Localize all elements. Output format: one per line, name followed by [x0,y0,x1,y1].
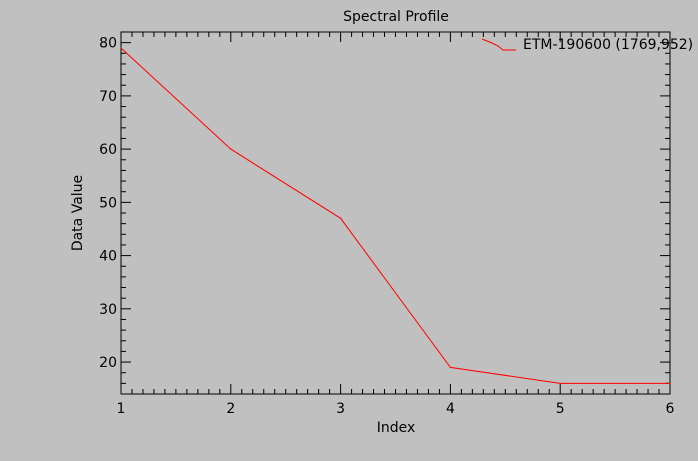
series-lines [120,47,671,384]
x-tick-label: 5 [556,401,565,417]
chart-title: Spectral Profile [343,9,449,25]
y-tick-label: 20 [99,355,117,371]
tick-labels: 1 2 3 4 5 6 20 30 40 50 60 70 80 [99,36,674,417]
legend-line-swatch [481,38,516,51]
data-point [120,47,122,49]
legend-label: ETM-190600 (1769,952) [523,37,693,53]
x-tick-label: 1 [117,401,126,417]
data-point [230,148,232,150]
x-tick-label: 6 [666,401,675,417]
data-point [449,366,451,368]
legend: ETM-190600 (1769,952) [481,37,693,53]
y-axis-label: Data Value [70,175,86,251]
data-point [559,382,561,384]
y-tick-label: 70 [99,89,117,105]
x-tick-label: 4 [446,401,455,417]
x-tick-label: 3 [336,401,345,417]
y-tick-label: 60 [99,142,117,158]
y-tick-label: 40 [99,249,117,265]
axes [120,31,671,395]
x-tick-label: 2 [226,401,235,417]
axis-ticks [120,31,671,395]
series-line [120,47,670,384]
plot-frame [120,31,671,395]
x-axis-label: Index [377,420,416,436]
data-point [340,217,342,219]
y-tick-label: 80 [99,36,117,52]
y-tick-label: 50 [99,195,117,211]
data-point [669,382,671,384]
y-tick-label: 30 [99,302,117,318]
